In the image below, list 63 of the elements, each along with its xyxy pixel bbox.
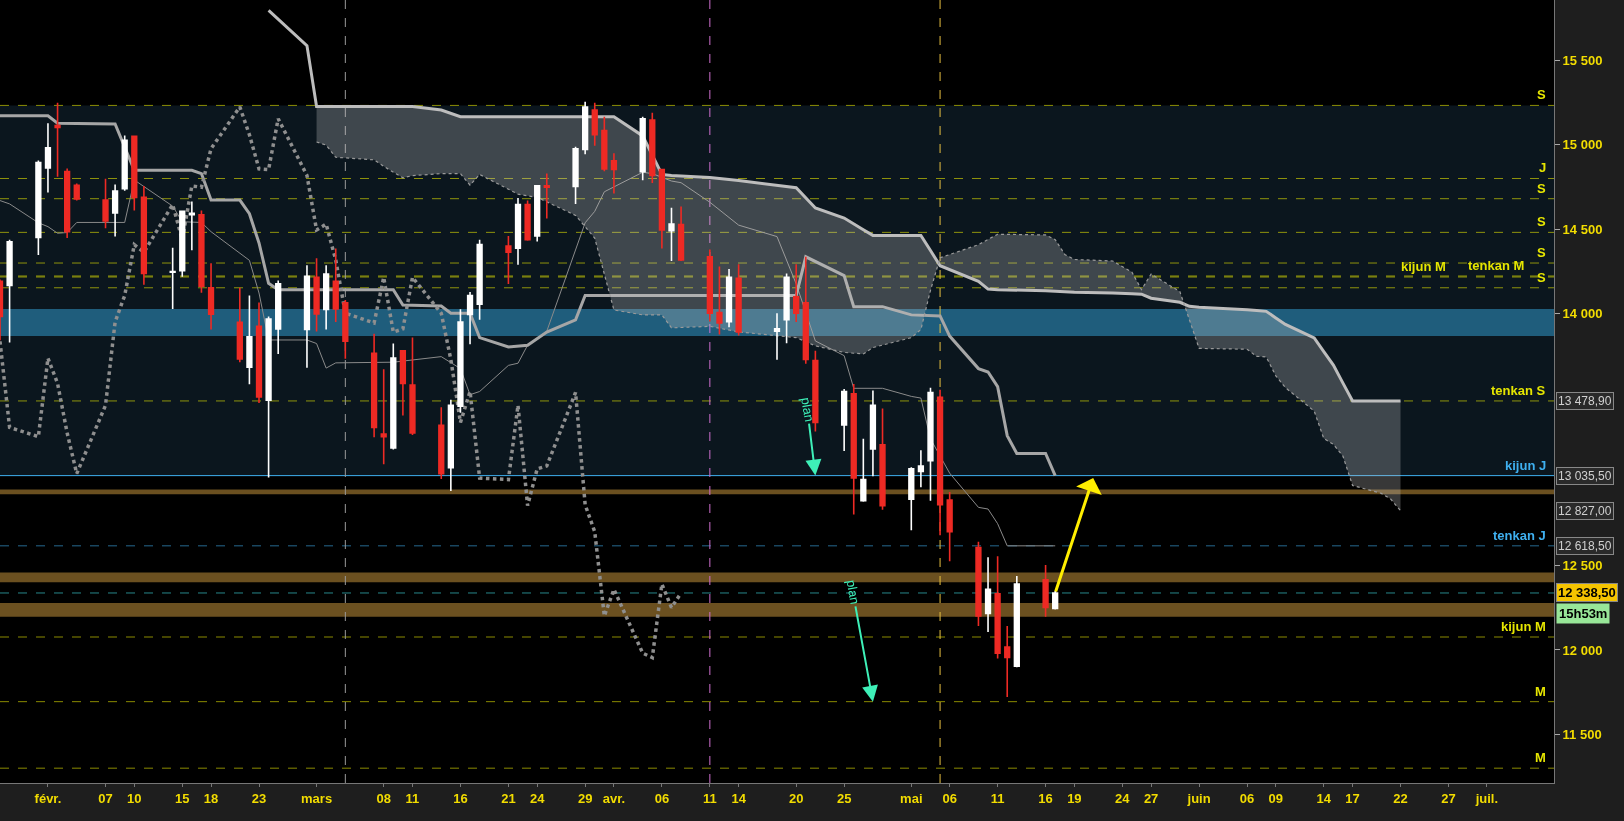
- x-tick-label: 14: [1316, 790, 1332, 806]
- annotation: plan: [797, 396, 817, 423]
- y-tick-label: 12 000: [1562, 642, 1603, 658]
- x-tick-label: 10: [127, 790, 142, 806]
- ref-line-label: tenkan J: [1493, 528, 1546, 543]
- x-tick-label: 08: [376, 790, 391, 806]
- x-tick-label: mai: [900, 790, 923, 806]
- x-tick-label: 16: [1038, 790, 1053, 806]
- ref-line-label: J: [1539, 160, 1547, 175]
- x-tick-label: 06: [1239, 790, 1255, 806]
- x-tick-label: 09: [1268, 790, 1284, 806]
- text: 12 618,50: [1558, 539, 1612, 553]
- text: 13 478,90: [1558, 394, 1612, 408]
- x-tick-label: 23: [251, 790, 267, 806]
- x-tick-label: 24: [529, 790, 546, 806]
- annotation: plan: [843, 578, 863, 606]
- x-tick-label: 27: [1441, 790, 1456, 806]
- ref-line-label: S: [1537, 87, 1546, 102]
- x-tick-label: 22: [1393, 790, 1408, 806]
- text: 15h53m: [1559, 606, 1608, 621]
- x-tick-label: févr.: [34, 790, 62, 806]
- y-tick-label: 15 000: [1562, 137, 1603, 153]
- x-tick-label: 17: [1345, 790, 1360, 806]
- y-tick-label: 14 000: [1562, 305, 1603, 321]
- x-tick-label: avr.: [602, 790, 626, 806]
- x-tick-label: juin: [1186, 790, 1211, 806]
- x-tick-label: 07: [98, 790, 113, 806]
- x-tick-label: 25: [836, 790, 852, 806]
- x-tick-label: 15: [175, 790, 190, 806]
- ref-line-label: kijun M: [1401, 259, 1446, 274]
- y-tick-label: 14 500: [1562, 221, 1603, 237]
- text: 12 827,00: [1558, 504, 1612, 518]
- ref-line-label: tenkan S: [1491, 383, 1546, 398]
- x-tick-label: 11: [990, 790, 1005, 806]
- x-tick-label: 21: [501, 790, 516, 806]
- y-tick-label: 15 500: [1562, 53, 1603, 69]
- ref-line-label: tenkan M: [1468, 258, 1525, 273]
- x-tick-label: 06: [942, 790, 957, 806]
- ref-line-label: kijun M: [1501, 619, 1546, 634]
- x-tick-label: juil.: [1474, 790, 1499, 806]
- x-tick-label: 14: [731, 790, 747, 806]
- ref-line-label: M: [1535, 750, 1546, 765]
- ref-line-label: S: [1537, 245, 1546, 260]
- ref-line-label: S: [1537, 270, 1546, 285]
- y-tick-label: 11 500: [1562, 726, 1602, 742]
- text: 12 338,50: [1558, 585, 1616, 600]
- ref-line-label: kijun J: [1505, 458, 1547, 473]
- ref-line-label: S: [1537, 214, 1546, 229]
- x-tick-label: 11: [702, 790, 717, 806]
- ref-line-label: M: [1535, 684, 1546, 699]
- x-tick-label: 18: [203, 790, 219, 806]
- x-tick-label: 06: [654, 790, 670, 806]
- x-tick-label: 16: [453, 790, 468, 806]
- ref-line-label: S: [1537, 181, 1546, 196]
- x-tick-label: 27: [1143, 790, 1159, 806]
- x-tick-label: 11: [405, 790, 420, 806]
- text: 13 035,50: [1558, 469, 1612, 483]
- y-tick-label: 12 500: [1562, 558, 1603, 574]
- x-tick-label: 29: [577, 790, 593, 806]
- x-tick-label: mars: [301, 790, 333, 806]
- x-tick-label: 19: [1067, 790, 1082, 806]
- x-tick-label: 20: [788, 790, 804, 806]
- x-tick-label: 24: [1115, 790, 1131, 806]
